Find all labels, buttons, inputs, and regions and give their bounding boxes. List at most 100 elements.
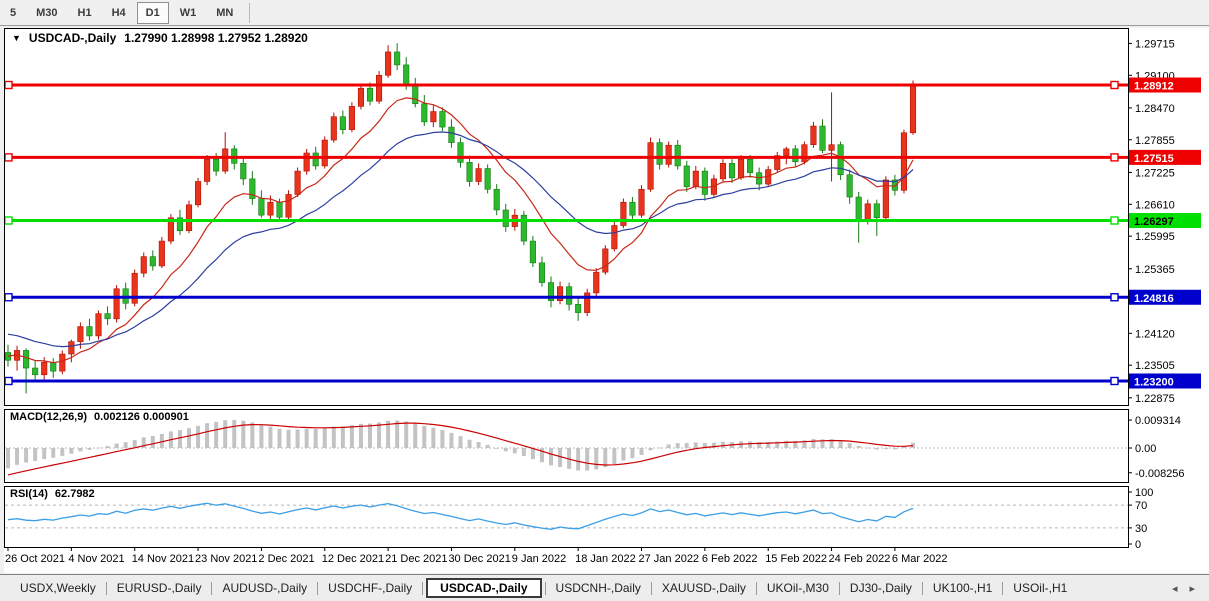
line-handle — [1110, 153, 1119, 162]
line-handle — [1110, 216, 1119, 225]
tab-scroll-left-icon[interactable]: ◂ — [1171, 582, 1178, 595]
timeframe-button-d1[interactable]: D1 — [136, 1, 169, 24]
svg-text:1.22875: 1.22875 — [1135, 393, 1175, 405]
svg-text:6 Feb 2022: 6 Feb 2022 — [702, 553, 758, 565]
price-badge — [1129, 77, 1201, 93]
rsi-value: 62.7982 — [54, 488, 95, 500]
price-axis[interactable]: 1.297151.291001.284701.278551.272251.266… — [1128, 38, 1185, 551]
timeframe-button-mn[interactable]: MN — [216, 6, 234, 19]
symbol-tab-xauusd-daily[interactable]: XAUUSD-,Daily — [661, 581, 746, 595]
svg-text:26 Oct 2021: 26 Oct 2021 — [5, 553, 65, 565]
price-badge — [1129, 373, 1201, 389]
symbol-tab-eurusd-daily[interactable]: EURUSD-,Daily — [116, 581, 202, 595]
chart-title: ▼ USDCAD-,Daily 1.27990 1.28998 1.27952 … — [12, 31, 308, 45]
line-handle — [1110, 376, 1119, 386]
price-badge — [1129, 149, 1201, 165]
line-handle — [4, 80, 13, 90]
line-handle — [4, 153, 13, 162]
symbol-tab-dj30-daily[interactable]: DJ30-,Daily — [849, 581, 912, 595]
symbol-tab-uk100-h1[interactable]: UK100-,H1 — [932, 581, 993, 595]
symbol-dropdown-icon[interactable]: ▼ — [12, 32, 21, 43]
svg-text:27 Jan 2022: 27 Jan 2022 — [639, 553, 700, 565]
rsi-name: RSI(14) — [10, 488, 48, 500]
time-axis[interactable]: 26 Oct 2021 4 Nov 2021 14 Nov 2021 23 Nov 2… — [5, 547, 948, 565]
tab-separator — [317, 581, 319, 595]
tab-separator — [755, 581, 757, 595]
timeframe-toolbar: 5 M30 H1 H4 D1 W1 MN — [0, 0, 1209, 26]
moving-averages — [7, 97, 914, 364]
price-badge — [1129, 289, 1201, 305]
tab-separator — [105, 581, 107, 595]
svg-text:1.23200: 1.23200 — [1134, 376, 1174, 388]
macd-signal-line — [7, 422, 914, 476]
svg-text:30 Dec 2021: 30 Dec 2021 — [448, 553, 510, 565]
svg-text:6 Mar 2022: 6 Mar 2022 — [892, 553, 948, 565]
svg-text:2 Dec 2021: 2 Dec 2021 — [258, 553, 314, 565]
line-handle — [1110, 80, 1119, 90]
svg-text:1.27855: 1.27855 — [1135, 135, 1175, 147]
symbol-tab-usoil-h1[interactable]: USOil-,H1 — [1013, 581, 1068, 595]
line-handle — [4, 293, 13, 302]
svg-text:1.25365: 1.25365 — [1135, 264, 1175, 276]
tab-scroll-right-icon[interactable]: ▸ — [1189, 582, 1195, 595]
tab-scroll-buttons: ◂ ▸ — [1172, 582, 1199, 595]
svg-text:12 Dec 2021: 12 Dec 2021 — [322, 553, 384, 565]
svg-text:1.27515: 1.27515 — [1134, 153, 1174, 165]
timeframe-button-h1[interactable]: H1 — [77, 6, 92, 19]
svg-text:1.28470: 1.28470 — [1135, 103, 1175, 115]
svg-text:9 Jan 2022: 9 Jan 2022 — [512, 553, 566, 565]
svg-text:1.26610: 1.26610 — [1135, 199, 1175, 211]
timeframe-button-w1[interactable]: W1 — [179, 6, 197, 19]
svg-text:18 Jan 2022: 18 Jan 2022 — [575, 553, 636, 565]
svg-text:0: 0 — [1135, 539, 1141, 551]
chart-canvas[interactable]: 1.297151.291001.284701.278551.272251.266… — [0, 26, 1209, 574]
svg-text:1.24120: 1.24120 — [1135, 328, 1175, 340]
tab-separator — [211, 581, 213, 595]
symbol-tab-ukoil-m30[interactable]: UKOil-,M30 — [766, 581, 829, 595]
svg-text:70: 70 — [1135, 500, 1147, 512]
ohlc-quotes: 1.27990 1.28998 1.27952 1.28920 — [124, 31, 308, 45]
symbol-label: USDCAD-,Daily — [28, 31, 117, 45]
price-badges: 1.28912 1.27515 1.26297 1.24816 1.23200 — [1129, 77, 1201, 389]
timeframe-button-h4[interactable]: H4 — [111, 6, 126, 19]
svg-text:14 Nov 2021: 14 Nov 2021 — [132, 553, 194, 565]
toolbar-separator — [249, 2, 251, 23]
svg-text:1.27225: 1.27225 — [1135, 167, 1175, 179]
rsi-panel — [5, 502, 1128, 530]
tab-separator — [838, 581, 840, 595]
svg-text:21 Dec 2021: 21 Dec 2021 — [385, 553, 447, 565]
symbol-tab-usdcnh-daily[interactable]: USDCNH-,Daily — [555, 581, 641, 595]
symbol-tab-usdx-weekly[interactable]: USDX,Weekly — [20, 581, 96, 595]
svg-text:23 Nov 2021: 23 Nov 2021 — [195, 553, 257, 565]
timeframe-button-m30[interactable]: M30 — [36, 6, 58, 19]
tab-separator — [544, 581, 546, 595]
tab-separator — [1002, 581, 1004, 595]
svg-text:24 Feb 2022: 24 Feb 2022 — [829, 553, 891, 565]
svg-text:0.009314: 0.009314 — [1135, 415, 1181, 427]
svg-text:1.29715: 1.29715 — [1135, 38, 1175, 50]
macd-label: MACD(12,26,9) 0.002126 0.000901 — [10, 411, 189, 423]
line-handle — [1110, 293, 1119, 302]
svg-text:100: 100 — [1135, 487, 1153, 499]
tab-separator — [921, 581, 923, 595]
rsi-label: RSI(14) 62.7982 — [10, 488, 95, 500]
svg-text:1.28912: 1.28912 — [1134, 81, 1174, 93]
svg-text:1.26297: 1.26297 — [1134, 216, 1174, 228]
macd-name: MACD(12,26,9) — [10, 411, 88, 423]
svg-text:1.25995: 1.25995 — [1135, 231, 1175, 243]
svg-text:30: 30 — [1135, 523, 1147, 535]
symbol-tab-usdchf-daily[interactable]: USDCHF-,Daily — [328, 581, 413, 595]
line-handle — [4, 376, 13, 386]
svg-text:1.24816: 1.24816 — [1134, 293, 1174, 305]
horizontal-line-1.27515[interactable] — [4, 153, 1128, 162]
svg-text:-0.008256: -0.008256 — [1135, 468, 1185, 480]
horizontal-lines[interactable] — [4, 80, 1128, 386]
timeframe-button-5[interactable]: 5 — [10, 6, 17, 19]
symbol-tab-usdcad-daily[interactable]: USDCAD-,Daily — [426, 578, 542, 598]
symbol-tab-bar: USDX,Weekly EURUSD-,Daily AUDUSD-,Daily USD… — [0, 574, 1209, 601]
symbol-tab-audusd-daily[interactable]: AUDUSD-,Daily — [222, 581, 308, 595]
svg-text:4 Nov 2021: 4 Nov 2021 — [68, 553, 124, 565]
price-badge — [1129, 213, 1201, 229]
panel-borders — [4, 28, 1129, 548]
